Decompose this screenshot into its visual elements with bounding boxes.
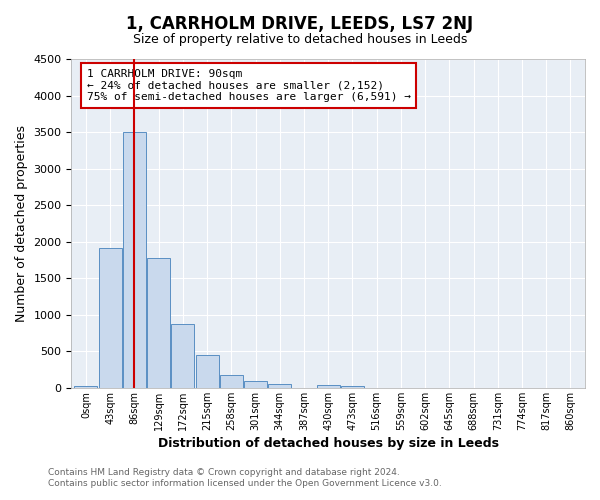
Text: 1, CARRHOLM DRIVE, LEEDS, LS7 2NJ: 1, CARRHOLM DRIVE, LEEDS, LS7 2NJ xyxy=(127,15,473,33)
Bar xyxy=(317,386,340,388)
Y-axis label: Number of detached properties: Number of detached properties xyxy=(15,125,28,322)
Text: Contains HM Land Registry data © Crown copyright and database right 2024.
Contai: Contains HM Land Registry data © Crown c… xyxy=(48,468,442,487)
Text: 1 CARRHOLM DRIVE: 90sqm
← 24% of detached houses are smaller (2,152)
75% of semi: 1 CARRHOLM DRIVE: 90sqm ← 24% of detache… xyxy=(87,69,411,102)
Bar xyxy=(341,386,364,388)
Bar xyxy=(123,132,146,388)
Bar xyxy=(74,386,97,388)
Bar xyxy=(147,258,170,388)
Bar xyxy=(244,381,267,388)
Bar xyxy=(172,324,194,388)
X-axis label: Distribution of detached houses by size in Leeds: Distribution of detached houses by size … xyxy=(158,437,499,450)
Bar xyxy=(196,354,218,388)
Bar xyxy=(220,375,243,388)
Bar xyxy=(98,248,122,388)
Text: Size of property relative to detached houses in Leeds: Size of property relative to detached ho… xyxy=(133,32,467,46)
Bar xyxy=(268,384,291,388)
